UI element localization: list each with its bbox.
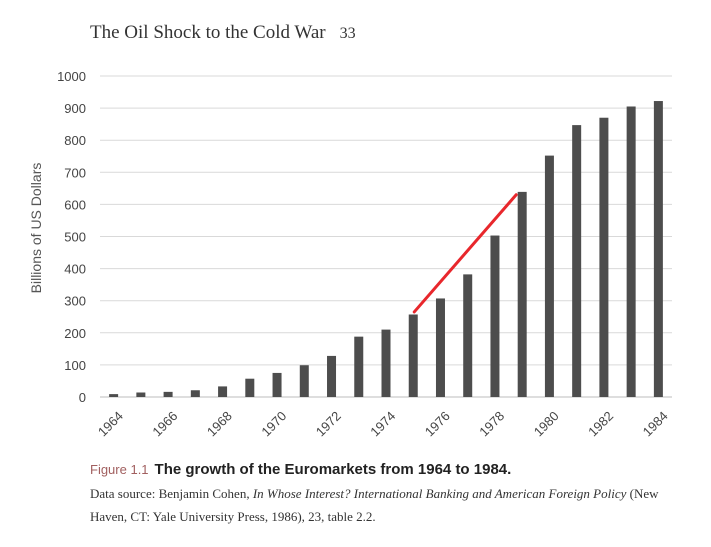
x-tick-label-1966: 1966 (149, 408, 180, 439)
bar-1982 (599, 118, 608, 397)
y-axis-title: Billions of US Dollars (28, 163, 44, 294)
x-tick-label-1968: 1968 (204, 408, 235, 439)
bar-1967 (191, 390, 200, 397)
figure-caption-line: Figure 1.1 The growth of the Euromarkets … (90, 461, 690, 479)
bar-1974 (382, 330, 391, 397)
data-source: Data source: Benjamin Cohen, In Whose In… (90, 482, 690, 528)
bar-1978 (490, 236, 499, 397)
x-tick-label-1982: 1982 (585, 408, 616, 439)
figure-label: Figure 1.1 (90, 462, 149, 477)
bar-1968 (218, 386, 227, 397)
bar-1965 (136, 393, 145, 397)
y-tick-label-0: 0 (79, 390, 86, 405)
bar-1983 (627, 106, 636, 397)
bar-1975 (409, 315, 418, 397)
bar-1973 (354, 337, 363, 397)
bar-1984 (654, 101, 663, 397)
bar-1971 (300, 365, 309, 397)
x-tick-label-1970: 1970 (258, 408, 289, 439)
x-tick-label-1964: 1964 (95, 408, 126, 439)
y-tick-label-900: 900 (64, 101, 86, 116)
y-tick-label-700: 700 (64, 165, 86, 180)
x-axis-ticks: 1964 1966 1968 1970 1972 1974 1976 1978 1980 1982… (95, 408, 671, 439)
bar-1981 (572, 125, 581, 397)
y-tick-label-1000: 1000 (57, 69, 86, 84)
bar-1969 (245, 379, 254, 397)
source-book-title: In Whose Interest? International Banking… (253, 486, 627, 501)
figure-title: The growth of the Euromarkets from 1964 … (155, 461, 512, 478)
x-tick-label-1976: 1976 (422, 408, 453, 439)
source-prefix: Data source: Benjamin Cohen, (90, 486, 253, 501)
y-tick-label-200: 200 (64, 326, 86, 341)
y-tick-label-600: 600 (64, 197, 86, 212)
x-tick-label-1984: 1984 (640, 408, 671, 439)
bar-1966 (164, 392, 173, 397)
x-tick-label-1980: 1980 (531, 408, 562, 439)
y-tick-label-300: 300 (64, 294, 86, 309)
bar-1972 (327, 356, 336, 397)
y-tick-label-800: 800 (64, 133, 86, 148)
bars (109, 101, 663, 397)
y-tick-label-500: 500 (64, 230, 86, 245)
y-axis-ticks: 0 100 200 300 400 500 600 700 800 900 1000 (57, 69, 86, 405)
x-tick-label-1974: 1974 (367, 408, 398, 439)
bar-1970 (273, 373, 282, 397)
y-tick-label-400: 400 (64, 262, 86, 277)
bar-1976 (436, 298, 445, 397)
bar-1979 (518, 192, 527, 397)
figure-caption: Figure 1.1 The growth of the Euromarkets … (90, 461, 690, 528)
x-tick-label-1978: 1978 (476, 408, 507, 439)
y-tick-label-100: 100 (64, 358, 86, 373)
bar-1980 (545, 156, 554, 397)
x-tick-label-1972: 1972 (313, 408, 344, 439)
bar-1977 (463, 274, 472, 397)
bar-1964 (109, 394, 118, 397)
